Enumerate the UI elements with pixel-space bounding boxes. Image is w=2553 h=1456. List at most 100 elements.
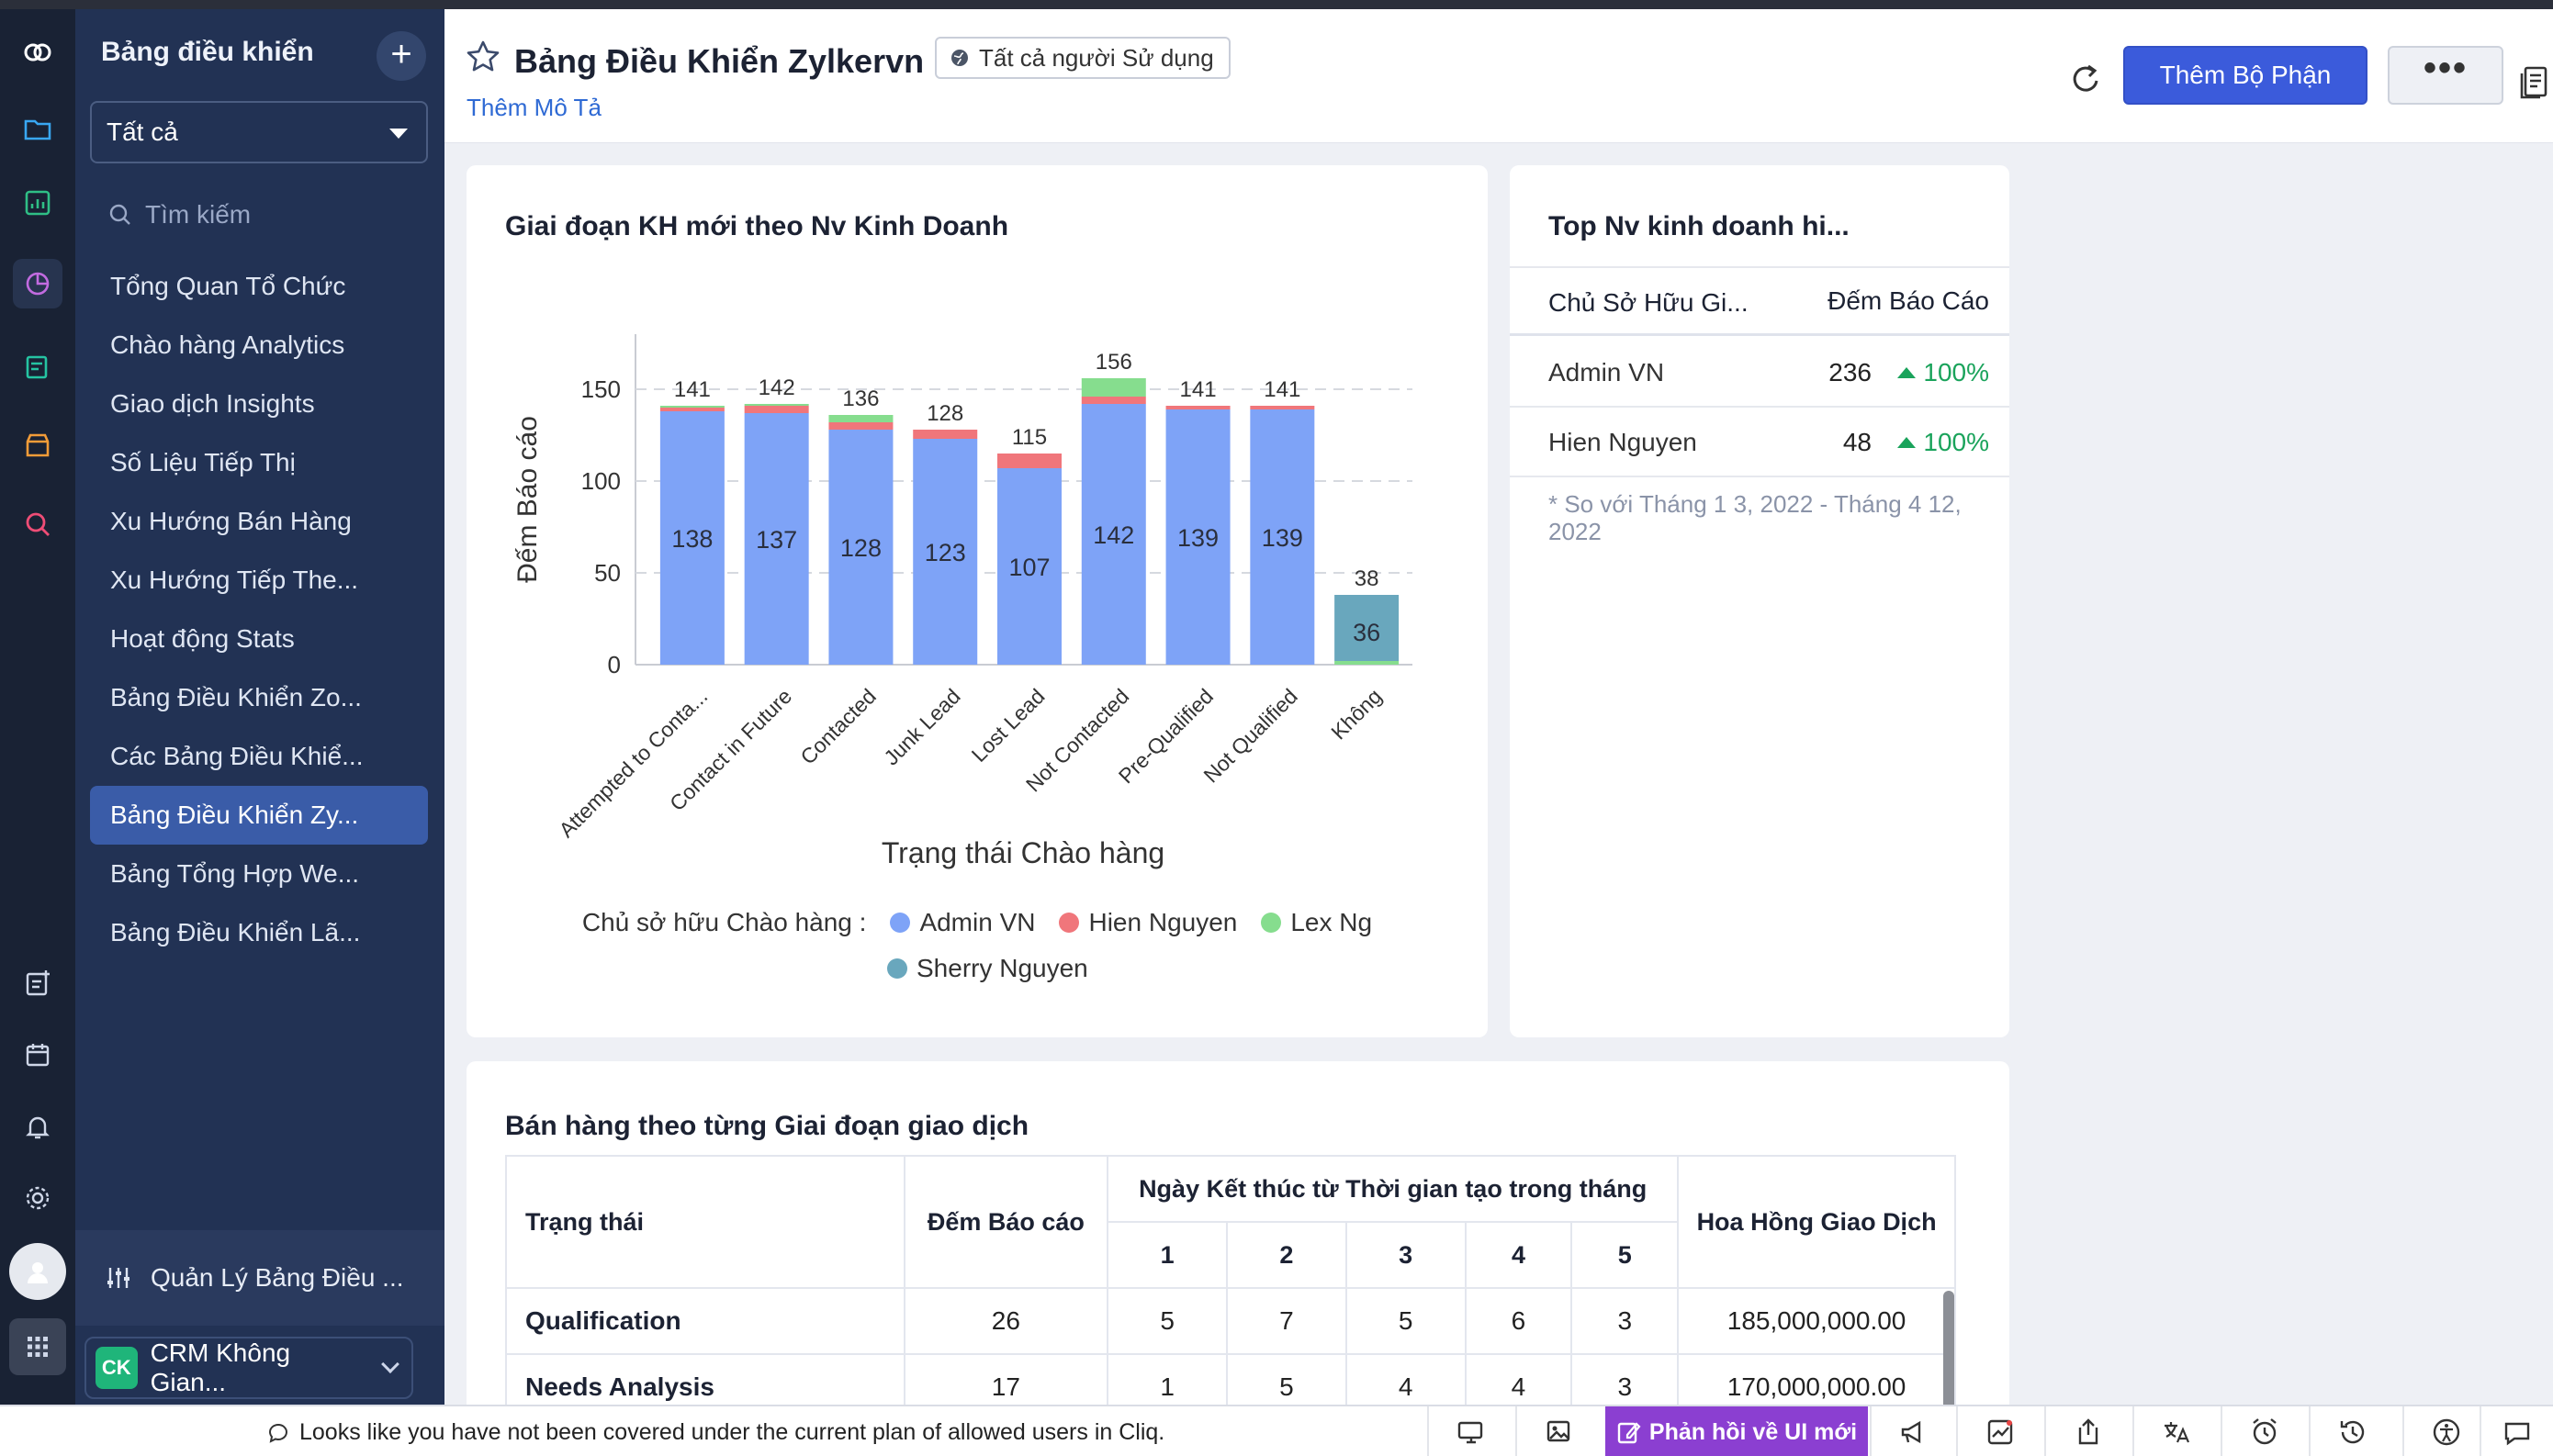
sidebar-item[interactable]: Chào hàng Analytics [110,330,345,359]
table-row[interactable]: Admin VN 236 100% [1510,338,2009,408]
bar-segment [1081,404,1146,665]
screen-share-icon[interactable] [1427,1406,1513,1456]
chat-icon[interactable] [2480,1406,2553,1456]
cell-month: 3 [1570,1287,1680,1355]
dashboard-sidebar: Bảng điều khiển + Tất cả Tìm kiếm Tổng Q… [75,9,444,1414]
sidebar-title: Bảng điều khiển [101,37,314,67]
bar-segment [828,415,894,422]
sidebar-item[interactable]: Bảng Điều Khiển Lã... [110,918,361,946]
header-group[interactable]: Ngày Kết thúc từ Thời gian tạo trong thá… [1107,1155,1680,1223]
header-month[interactable]: 4 [1464,1221,1573,1289]
sidebar-item-active[interactable]: Bảng Điều Khiển Zy... [90,786,428,845]
more-options-button[interactable]: ••• [2388,46,2503,105]
filter-value: Tất cả [107,118,178,146]
owner-count: 48 [1842,428,1872,456]
sidebar-item[interactable]: Số Liệu Tiếp Thị [110,448,296,476]
bell-icon[interactable] [13,1102,62,1151]
stacked-bar-chart-card: Giai đoạn KH mới theo Nv Kinh Doanh 0 50 1… [467,165,1488,1037]
search-icon[interactable] [13,499,62,549]
favorite-star-icon[interactable] [465,39,501,75]
sidebar-item[interactable]: Hoạt động Stats [110,624,295,653]
bar-total-label: 141 [1264,377,1300,402]
col-owner: Chủ Sở Hữu Gi... [1548,288,1749,317]
translate-icon[interactable] [2132,1406,2219,1456]
folder-icon[interactable] [13,105,62,154]
settings-icon[interactable] [13,1173,62,1223]
apps-grid-icon[interactable] [9,1318,66,1375]
top-card-title: Top Nv kinh doanh hi... [1548,211,1850,241]
avatar[interactable] [9,1243,66,1300]
x-tick-label: Lost Lead [967,684,1050,767]
manage-dashboards-button[interactable]: Quản Lý Bảng Điều ... [75,1230,444,1326]
deal-stage-table-card: Bán hàng theo từng Giai đoạn giao dịch T… [467,1061,2009,1456]
search-icon [109,204,130,225]
x-tick-label: Contacted [795,684,881,769]
org-switcher[interactable]: CK CRM Không Gian... [84,1337,413,1399]
sidebar-item[interactable]: Xu Hướng Bán Hàng [110,507,352,535]
calendar-icon[interactable] [13,1030,62,1080]
legend-item-lex-ng[interactable]: Lex Ng [1261,908,1372,937]
table-row[interactable]: Hien Nguyen 48 100% [1510,408,2009,477]
owner-name: Admin VN [1548,358,1665,386]
add-component-button[interactable]: Thêm Bộ Phận [2123,46,2367,105]
legend-label: Admin VN [919,908,1036,936]
dashboard-filter-select[interactable]: Tất cả [90,101,428,163]
cell-commission: 185,000,000.00 [1677,1287,1956,1355]
legend-item-admin-vn[interactable]: Admin VN [890,908,1035,937]
y-tick-label: 100 [581,467,621,495]
legend-dot [887,958,907,979]
export-icon[interactable] [2044,1406,2131,1456]
growth-badge: 100% [1897,428,1989,457]
reports-icon[interactable] [13,178,62,228]
image-edit-icon[interactable] [1515,1406,1602,1456]
legend-dot [890,913,911,933]
x-tick-label: Junk Lead [879,684,964,769]
bar-value-label: 36 [1353,619,1380,646]
announcement-icon[interactable] [1870,1406,1956,1456]
feedback-button[interactable]: Phản hồi về UI mới [1605,1406,1868,1456]
manage-label: Quản Lý Bảng Điều ... [151,1263,404,1292]
header-count[interactable]: Đếm Báo cáo [903,1155,1109,1289]
table-row[interactable]: Qualification 26 5 7 5 6 3 185,000,000.0… [505,1287,1956,1355]
header-status[interactable]: Trạng thái [505,1155,905,1289]
header-month[interactable]: 2 [1226,1221,1347,1289]
cell-month: 5 [1344,1287,1467,1355]
owner-count: 236 [1828,358,1872,386]
bar-segment [659,406,725,408]
add-dashboard-button[interactable]: + [377,31,426,81]
legend-item-sherry-nguyen[interactable]: Sherry Nguyen [887,954,1088,983]
new-note-icon[interactable] [13,958,62,1008]
header-month[interactable]: 5 [1570,1221,1680,1289]
chat-bubble-icon [268,1423,287,1443]
globe-icon [951,50,968,66]
activity-chart-icon[interactable] [1956,1406,2042,1456]
sidebar-item[interactable]: Các Bảng Điều Khiể... [110,742,364,770]
clipboard-icon[interactable] [2516,62,2553,99]
header-month[interactable]: 1 [1107,1221,1228,1289]
refresh-icon[interactable] [2063,57,2107,101]
zoho-logo-icon[interactable] [13,28,62,77]
store-icon[interactable] [13,420,62,470]
legend-item-hien-nguyen[interactable]: Hien Nguyen [1059,908,1237,937]
sidebar-item[interactable]: Xu Hướng Tiếp The... [110,566,359,594]
header-commission[interactable]: Hoa Hồng Giao Dịch [1677,1155,1956,1289]
audience-badge[interactable]: Tất cả người Sử dụng [935,37,1231,79]
analytics-icon[interactable] [13,259,62,308]
sidebar-item[interactable]: Bảng Tổng Hợp We... [110,859,360,888]
bar-segment [1334,595,1400,661]
sidebar-item[interactable]: Tổng Quan Tổ Chức [110,272,346,300]
sidebar-search[interactable]: Tìm kiếm [108,189,421,241]
sidebar-item[interactable]: Giao dịch Insights [110,389,315,418]
accessibility-icon[interactable] [2402,1406,2489,1456]
bar-segment [913,439,978,665]
chevron-down-icon [381,1355,399,1373]
add-description-link[interactable]: Thêm Mô Tả [467,94,602,121]
history-icon[interactable] [2309,1406,2395,1456]
tasks-icon[interactable] [13,342,62,391]
bar-segment [1165,409,1231,665]
sidebar-item[interactable]: Bảng Điều Khiển Zo... [110,683,362,711]
alarm-clock-icon[interactable] [2221,1406,2307,1456]
header-month[interactable]: 3 [1344,1221,1467,1289]
growth-value: 100% [1923,428,1989,456]
cell-month: 7 [1226,1287,1347,1355]
